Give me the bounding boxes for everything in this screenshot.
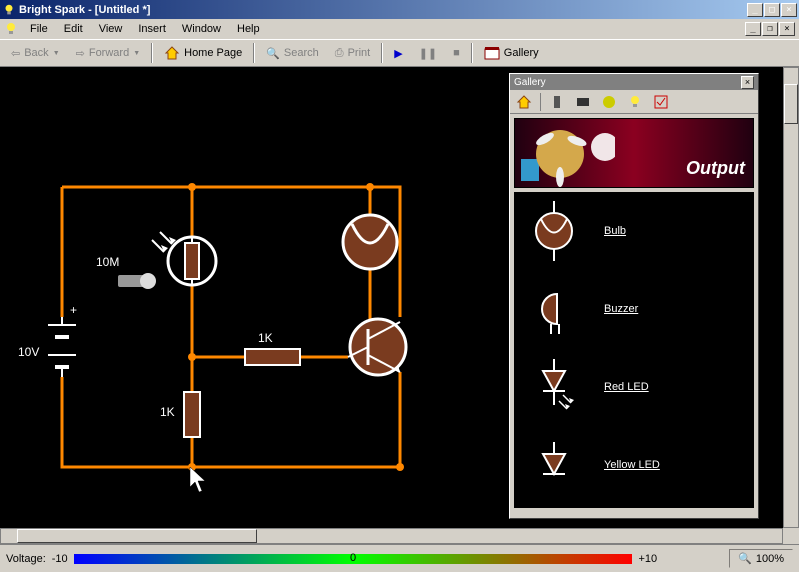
torch-icon xyxy=(118,273,156,289)
menu-window[interactable]: Window xyxy=(174,21,229,37)
gallery-item-red-led[interactable]: Red LED xyxy=(514,348,754,426)
pause-button[interactable]: ❚❚ xyxy=(412,42,444,64)
gallery-tab-power[interactable] xyxy=(547,92,567,112)
gallery-item-buzzer[interactable]: Buzzer xyxy=(514,270,754,348)
voltage-min: -10 xyxy=(52,553,68,565)
ldr-value-label: 10M xyxy=(96,255,119,269)
gallery-icon xyxy=(484,46,500,60)
gallery-tab-home[interactable] xyxy=(514,92,534,112)
forward-button[interactable]: ⇨ Forward ▼ xyxy=(69,42,148,64)
gallery-tabs xyxy=(510,90,758,114)
play-button[interactable]: ▶ xyxy=(387,42,409,64)
mdi-minimize-button[interactable]: _ xyxy=(745,22,761,36)
back-button[interactable]: ⇦ Back ▼ xyxy=(4,42,67,64)
scroll-thumb[interactable] xyxy=(17,529,257,543)
search-label: Search xyxy=(284,47,319,59)
window-title: Bright Spark - [Untitled *] xyxy=(19,4,747,16)
gallery-tab-misc[interactable] xyxy=(651,92,671,112)
gallery-tab-input[interactable] xyxy=(573,92,593,112)
battery-voltage-label: 10V xyxy=(18,345,39,359)
gallery-item-label: Yellow LED xyxy=(604,459,660,471)
voltage-zero: 0 xyxy=(350,552,356,564)
mdi-restore-button[interactable]: ❐ xyxy=(762,22,778,36)
menu-view[interactable]: View xyxy=(91,21,131,37)
statusbar: Voltage: -10 0 +10 🔍 100% xyxy=(0,544,799,572)
bulb-icon xyxy=(524,201,584,261)
search-icon: 🔍 xyxy=(266,47,280,60)
gallery-item-yellow-led[interactable]: Yellow LED xyxy=(514,426,754,504)
forward-label: Forward xyxy=(89,47,129,59)
play-icon: ▶ xyxy=(394,47,402,60)
menu-insert[interactable]: Insert xyxy=(130,21,174,37)
zoom-indicator[interactable]: 🔍 100% xyxy=(729,549,793,568)
home-label: Home Page xyxy=(184,47,242,59)
dropdown-icon: ▼ xyxy=(133,50,140,57)
resistor-r1 xyxy=(245,349,300,365)
gallery-tab-process[interactable] xyxy=(599,92,619,112)
gallery-item-bulb[interactable]: Bulb xyxy=(514,192,754,270)
gallery-item-label: Red LED xyxy=(604,381,649,393)
print-icon: ⎙ xyxy=(335,47,344,60)
zoom-icon: 🔍 xyxy=(738,552,752,565)
forward-arrow-icon: ⇨ xyxy=(76,47,85,60)
stop-button[interactable]: ■ xyxy=(446,42,467,64)
pause-icon: ❚❚ xyxy=(419,47,437,60)
titlebar: Bright Spark - [Untitled *] _ □ × xyxy=(0,0,799,19)
stop-icon: ■ xyxy=(453,47,460,59)
scroll-thumb[interactable] xyxy=(784,84,798,124)
toolbar: ⇦ Back ▼ ⇨ Forward ▼ Home Page 🔍 Search … xyxy=(0,39,799,67)
zoom-value: 100% xyxy=(756,553,784,565)
transistor-symbol xyxy=(348,319,406,375)
workspace: 10V + 10M 1K 1K Gallery × xyxy=(0,67,799,544)
lamp-symbol xyxy=(343,215,397,269)
print-label: Print xyxy=(348,47,371,59)
menu-edit[interactable]: Edit xyxy=(56,21,91,37)
gallery-close-button[interactable]: × xyxy=(741,76,754,89)
home-icon xyxy=(164,45,180,61)
menu-help[interactable]: Help xyxy=(229,21,268,37)
gallery-banner: Output xyxy=(514,118,754,188)
r1-value-label: 1K xyxy=(258,331,273,345)
horizontal-scrollbar[interactable] xyxy=(0,528,783,544)
r2-value-label: 1K xyxy=(160,405,175,419)
close-button[interactable]: × xyxy=(781,3,797,17)
menu-file[interactable]: File xyxy=(22,21,56,37)
maximize-button[interactable]: □ xyxy=(764,3,780,17)
vertical-scrollbar[interactable] xyxy=(783,67,799,528)
voltage-max: +10 xyxy=(638,553,657,565)
battery-symbol xyxy=(48,317,76,377)
canvas[interactable]: 10V + 10M 1K 1K Gallery × xyxy=(0,67,783,528)
gallery-item-label: Bulb xyxy=(604,225,626,237)
gallery-tab-output[interactable] xyxy=(625,92,645,112)
back-arrow-icon: ⇦ xyxy=(11,47,20,60)
gallery-header[interactable]: Gallery × xyxy=(510,74,758,90)
gallery-list[interactable]: Bulb Buzzer Red LED xyxy=(514,192,754,508)
gallery-banner-label: Output xyxy=(686,158,745,179)
battery-polarity-label: + xyxy=(70,303,77,317)
dropdown-icon: ▼ xyxy=(53,50,60,57)
voltage-gradient: 0 xyxy=(74,553,633,565)
gallery-button[interactable]: Gallery xyxy=(477,42,546,64)
red-led-icon xyxy=(524,357,584,417)
yellow-led-icon xyxy=(524,435,584,495)
gallery-item-label: Buzzer xyxy=(604,303,638,315)
mdi-close-button[interactable]: × xyxy=(779,22,795,36)
ldr-symbol xyxy=(152,232,216,285)
back-label: Back xyxy=(24,47,48,59)
voltage-label: Voltage: xyxy=(6,553,46,565)
app-icon xyxy=(2,3,16,17)
search-button[interactable]: 🔍 Search xyxy=(259,42,326,64)
doc-icon xyxy=(4,22,18,36)
home-button[interactable]: Home Page xyxy=(157,42,249,64)
resistor-r2 xyxy=(184,392,200,437)
gallery-panel: Gallery × xyxy=(509,73,759,519)
gallery-label: Gallery xyxy=(504,47,539,59)
buzzer-icon xyxy=(524,279,584,339)
minimize-button[interactable]: _ xyxy=(747,3,763,17)
print-button[interactable]: ⎙ Print xyxy=(328,42,377,64)
menubar: File Edit View Insert Window Help _ ❐ × xyxy=(0,19,799,39)
canvas-area: 10V + 10M 1K 1K Gallery × xyxy=(0,67,799,544)
gallery-title: Gallery xyxy=(514,77,546,88)
